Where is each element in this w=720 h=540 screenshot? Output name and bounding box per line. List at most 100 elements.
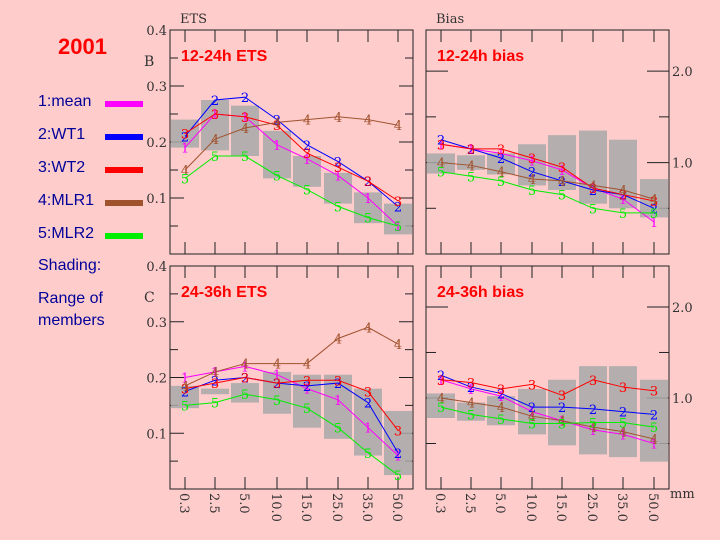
series-marker-2: 2 (558, 401, 566, 416)
series-marker-4: 4 (619, 184, 627, 199)
series-marker-4: 4 (334, 111, 342, 126)
member-range-bar (487, 153, 515, 175)
series-marker-5: 5 (181, 399, 189, 414)
series-marker-5: 5 (303, 402, 311, 417)
member-range-bar (231, 383, 259, 403)
row-label: B (144, 54, 154, 70)
series-marker-2: 2 (334, 156, 342, 171)
series-line-5 (184, 155, 399, 227)
series-marker-3: 3 (394, 424, 402, 439)
legend-item-wt1: 2:WT1 (38, 126, 86, 143)
series-marker-1: 1 (364, 422, 372, 437)
member-range-bar (324, 172, 352, 204)
series-marker-2: 2 (334, 377, 342, 392)
series-line-2 (184, 96, 399, 207)
series-marker-3: 3 (303, 374, 311, 389)
legend-item-mean: 1:mean (38, 93, 92, 110)
series-marker-5: 5 (558, 417, 566, 432)
series-marker-5: 5 (334, 200, 342, 215)
x-tick-label: 15.0 (553, 493, 568, 522)
series-marker-2: 2 (241, 91, 249, 106)
series-marker-1: 1 (467, 383, 475, 398)
series-marker-2: 2 (497, 152, 505, 167)
legend-item-mlr1: 4:MLR1 (38, 192, 95, 209)
legend-swatch-mlr1 (105, 200, 143, 206)
y-tick-label: 0.2 (146, 372, 167, 387)
series-marker-4: 4 (273, 358, 281, 373)
series-marker-4: 4 (364, 114, 372, 129)
series-marker-5: 5 (334, 422, 342, 437)
series-marker-4: 4 (394, 119, 402, 134)
y-tick-label: 0.3 (146, 80, 167, 95)
series-marker-5: 5 (650, 421, 658, 436)
series-marker-3: 3 (334, 374, 342, 389)
panel-title: 24-36h ETS (181, 284, 268, 301)
series-marker-5: 5 (467, 170, 475, 185)
series-marker-1: 1 (528, 155, 536, 170)
series-marker-1: 1 (558, 164, 566, 179)
series-marker-2: 2 (241, 372, 249, 387)
year-label: 2001 (58, 34, 107, 59)
series-marker-3: 3 (650, 385, 658, 400)
series-marker-4: 4 (334, 332, 342, 347)
series-line-3 (440, 379, 655, 396)
shading-label: Shading: (38, 257, 102, 274)
series-marker-3: 3 (650, 195, 658, 210)
series-marker-5: 5 (394, 220, 402, 235)
series-marker-1: 1 (437, 374, 445, 389)
series-marker-2: 2 (273, 114, 281, 129)
series-marker-5: 5 (364, 447, 372, 462)
series-marker-4: 4 (211, 366, 219, 381)
series-marker-3: 3 (273, 377, 281, 392)
y-tick-label: 0.3 (146, 316, 167, 331)
series-marker-1: 1 (273, 139, 281, 154)
series-marker-2: 2 (303, 380, 311, 395)
x-tick-label: 5.0 (236, 493, 251, 514)
series-marker-3: 3 (241, 372, 249, 387)
series-marker-1: 1 (394, 450, 402, 465)
legend-swatch-wt1 (105, 134, 143, 140)
series-marker-1: 1 (364, 192, 372, 207)
series-marker-1: 1 (273, 369, 281, 384)
y-tick-label: 2.0 (672, 301, 693, 316)
series-marker-1: 1 (334, 170, 342, 185)
series-marker-1: 1 (241, 360, 249, 375)
series-marker-3: 3 (558, 389, 566, 404)
series-marker-4: 4 (211, 133, 219, 148)
series-marker-3: 3 (497, 383, 505, 398)
x-tick-label: 15.0 (298, 493, 313, 522)
panel-title: 12-24h bias (437, 48, 524, 65)
series-marker-3: 3 (273, 119, 281, 134)
member-range-bar (201, 388, 229, 395)
y-tick-label: 0.1 (146, 427, 167, 442)
series-marker-3: 3 (303, 147, 311, 162)
series-marker-3: 3 (528, 152, 536, 167)
series-line-4 (184, 326, 399, 387)
series-marker-3: 3 (619, 189, 627, 204)
series-marker-5: 5 (589, 202, 597, 217)
series-marker-5: 5 (589, 417, 597, 432)
series-marker-1: 1 (619, 193, 627, 208)
series-marker-4: 4 (181, 380, 189, 395)
series-marker-1: 1 (181, 372, 189, 387)
series-marker-2: 2 (528, 166, 536, 181)
series-marker-2: 2 (211, 374, 219, 389)
series-marker-3: 3 (528, 378, 536, 393)
x-tick-label: 10.0 (523, 493, 538, 522)
series-marker-3: 3 (211, 108, 219, 123)
series-line-3 (184, 113, 399, 202)
series-marker-1: 1 (497, 147, 505, 162)
series-marker-5: 5 (528, 184, 536, 199)
series-marker-4: 4 (303, 358, 311, 373)
series-line-1 (440, 379, 655, 444)
series-marker-2: 2 (364, 175, 372, 190)
member-range-bar (171, 385, 199, 409)
legend-swatch-mlr2 (105, 233, 143, 239)
series-marker-1: 1 (303, 383, 311, 398)
series-line-1 (440, 143, 655, 223)
series-marker-2: 2 (364, 397, 372, 412)
series-marker-1: 1 (528, 406, 536, 421)
